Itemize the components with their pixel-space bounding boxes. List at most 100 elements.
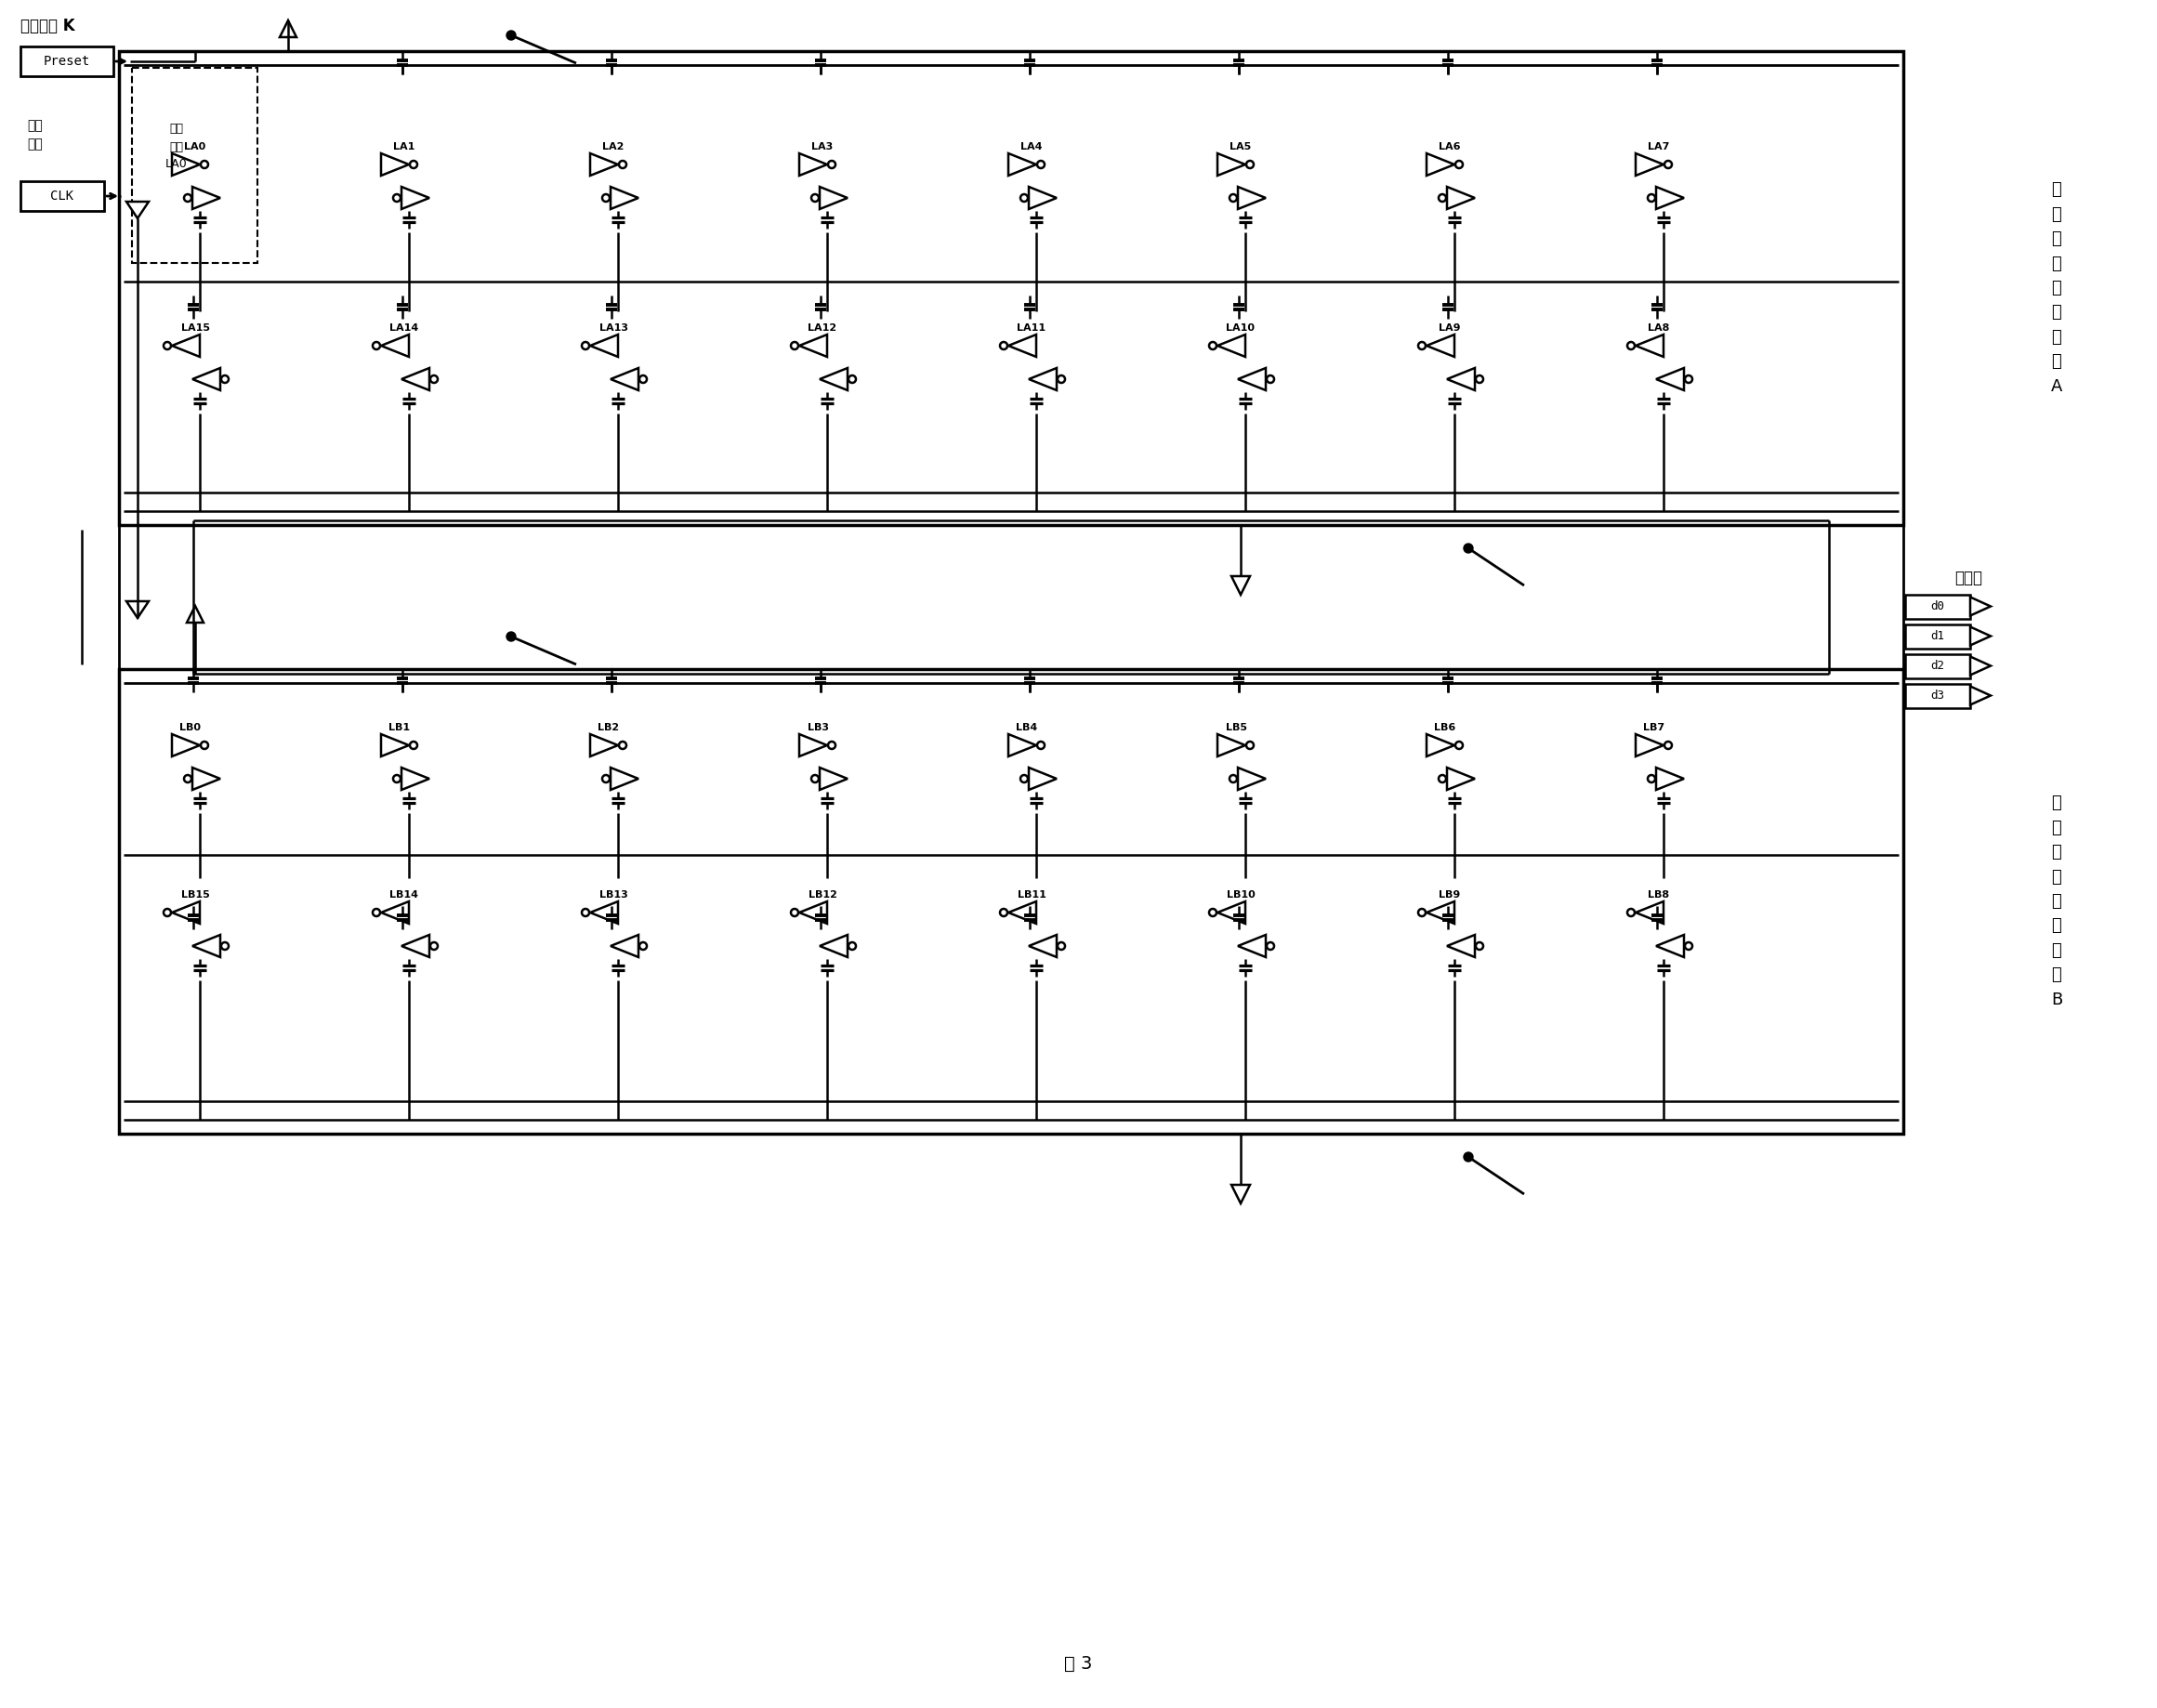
Text: LA6: LA6: [1439, 142, 1460, 152]
Polygon shape: [192, 367, 220, 391]
Text: Preset: Preset: [43, 55, 91, 68]
Polygon shape: [1969, 627, 1991, 646]
Polygon shape: [192, 186, 220, 208]
Polygon shape: [382, 335, 410, 357]
Polygon shape: [192, 767, 220, 789]
Text: LA4: LA4: [1020, 142, 1042, 152]
Bar: [1905, 594, 1969, 618]
Text: 图 3: 图 3: [1063, 1655, 1094, 1672]
Polygon shape: [820, 367, 848, 391]
Polygon shape: [1426, 154, 1454, 176]
Polygon shape: [800, 335, 826, 357]
Polygon shape: [1447, 367, 1475, 391]
Polygon shape: [610, 934, 638, 956]
Polygon shape: [820, 186, 848, 208]
Polygon shape: [382, 734, 410, 757]
Polygon shape: [1657, 367, 1685, 391]
Text: LA7: LA7: [1648, 142, 1670, 152]
Polygon shape: [1217, 154, 1245, 176]
Polygon shape: [173, 335, 201, 357]
Text: LB3: LB3: [807, 722, 828, 733]
Polygon shape: [800, 734, 826, 757]
Bar: [119, 670, 1902, 1134]
Polygon shape: [820, 767, 848, 789]
Polygon shape: [1635, 902, 1663, 924]
Polygon shape: [591, 154, 619, 176]
Text: LB7: LB7: [1644, 722, 1665, 733]
Polygon shape: [1029, 186, 1057, 208]
Polygon shape: [610, 367, 638, 391]
Polygon shape: [401, 767, 429, 789]
Polygon shape: [173, 154, 201, 176]
Polygon shape: [610, 767, 638, 789]
Text: d3: d3: [1931, 690, 1946, 702]
Bar: [119, 51, 1902, 524]
Polygon shape: [1426, 734, 1454, 757]
Polygon shape: [1007, 154, 1035, 176]
Text: LB5: LB5: [1225, 722, 1247, 733]
Text: LB9: LB9: [1439, 890, 1460, 900]
Text: LB11: LB11: [1018, 890, 1046, 900]
Polygon shape: [192, 934, 220, 956]
Text: LB4: LB4: [1016, 722, 1038, 733]
Text: LA15: LA15: [181, 323, 209, 333]
Polygon shape: [1969, 598, 1991, 615]
Polygon shape: [1426, 335, 1454, 357]
Polygon shape: [1238, 767, 1266, 789]
Polygon shape: [1657, 934, 1685, 956]
Polygon shape: [127, 601, 149, 618]
Bar: [132, 68, 257, 263]
Polygon shape: [1029, 367, 1057, 391]
Polygon shape: [591, 734, 619, 757]
Text: LA5: LA5: [1229, 142, 1251, 152]
Text: LB0: LB0: [179, 722, 201, 733]
Text: 锁存
单元
LA0: 锁存 单元 LA0: [166, 123, 188, 171]
Text: 脉冲
输入: 脉冲 输入: [28, 120, 43, 150]
Polygon shape: [1238, 934, 1266, 956]
Polygon shape: [173, 734, 201, 757]
Bar: [19, 46, 114, 77]
Polygon shape: [401, 367, 429, 391]
Polygon shape: [127, 202, 149, 219]
Polygon shape: [1007, 902, 1035, 924]
Text: LA9: LA9: [1439, 323, 1460, 333]
Polygon shape: [1217, 335, 1245, 357]
Text: LA13: LA13: [600, 323, 628, 333]
Text: LA14: LA14: [390, 323, 418, 333]
Text: d2: d2: [1931, 659, 1946, 671]
Text: LA10: LA10: [1227, 323, 1255, 333]
Polygon shape: [800, 902, 826, 924]
Text: LB6: LB6: [1434, 722, 1456, 733]
Text: LA3: LA3: [811, 142, 833, 152]
Text: LB2: LB2: [597, 722, 619, 733]
Polygon shape: [401, 186, 429, 208]
Text: 码输出: 码输出: [1954, 570, 1982, 588]
Text: LB12: LB12: [809, 890, 837, 900]
Text: 第
二
组
多
位
寄
存
器
B: 第 二 组 多 位 寄 存 器 B: [2051, 794, 2062, 1008]
Polygon shape: [1447, 186, 1475, 208]
Polygon shape: [1007, 335, 1035, 357]
Text: LA2: LA2: [602, 142, 623, 152]
Text: LA8: LA8: [1648, 323, 1670, 333]
Bar: [1905, 654, 1969, 678]
Polygon shape: [610, 186, 638, 208]
Polygon shape: [188, 606, 203, 623]
Polygon shape: [401, 934, 429, 956]
Text: 预置开关 K: 预置开关 K: [19, 17, 75, 34]
Circle shape: [507, 31, 516, 39]
Polygon shape: [1007, 734, 1035, 757]
Text: LB15: LB15: [181, 890, 209, 900]
Polygon shape: [1029, 767, 1057, 789]
Text: LB14: LB14: [390, 890, 418, 900]
Polygon shape: [1635, 734, 1663, 757]
Bar: [1905, 683, 1969, 707]
Polygon shape: [591, 335, 619, 357]
Text: CLK: CLK: [50, 190, 73, 203]
Polygon shape: [382, 154, 410, 176]
Polygon shape: [1238, 186, 1266, 208]
Polygon shape: [1657, 767, 1685, 789]
Bar: [1905, 623, 1969, 647]
Polygon shape: [1635, 154, 1663, 176]
Text: LA0: LA0: [183, 142, 205, 152]
Polygon shape: [280, 20, 296, 38]
